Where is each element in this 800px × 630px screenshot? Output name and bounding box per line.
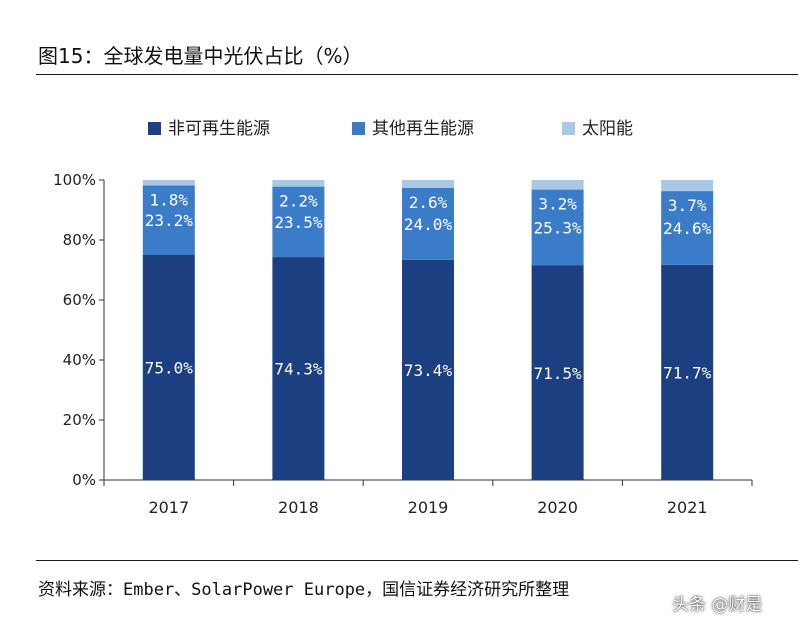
x-tick-label-2017: 2017 — [148, 498, 189, 517]
legend-swatch-2 — [562, 122, 575, 135]
y-tick-label: 0% — [72, 471, 96, 489]
data-label-2021-series-0: 71.7% — [663, 363, 712, 382]
data-label-2020-series-1: 25.3% — [534, 219, 583, 238]
y-tick-label: 20% — [63, 411, 96, 429]
bar-2018-series-0 — [272, 257, 325, 480]
figure-title: 图15：全球发电量中光伏占比（%） — [38, 44, 363, 68]
bar-2017-series-2 — [142, 180, 195, 186]
y-tick-label: 60% — [63, 291, 96, 309]
bar-2018-series-1 — [272, 186, 325, 258]
x-tick-label-2018: 2018 — [278, 498, 319, 517]
legend-label-0: 非可再生能源 — [168, 119, 270, 139]
axes: 0% 20% 40% 60% 80% 100% — [53, 171, 753, 489]
x-tick-label-2021: 2021 — [667, 498, 708, 517]
bar-2019-series-2 — [402, 180, 454, 188]
data-label-2019-series-0: 73.4% — [404, 361, 453, 380]
bar-2019-series-0 — [402, 259, 454, 480]
bar-2020-series-1 — [531, 189, 584, 266]
data-label-2019-series-2: 2.6% — [409, 193, 448, 212]
data-label-2020-series-0: 71.5% — [534, 364, 583, 383]
data-label-2018-series-0: 74.3% — [274, 360, 323, 379]
data-label-2021-series-1: 24.6% — [663, 219, 712, 238]
data-label-2017-series-1: 23.2% — [145, 211, 194, 230]
data-label-2021-series-2: 3.7% — [668, 196, 707, 215]
y-tick-label: 80% — [63, 231, 96, 249]
data-label-2018-series-2: 2.2% — [279, 192, 318, 211]
data-label-2017-series-0: 75.0% — [145, 359, 194, 378]
y-tick-label: 40% — [63, 351, 96, 369]
data-label-2017-series-2: 1.8% — [150, 190, 189, 209]
watermark: 头条 @财是 — [672, 595, 763, 615]
bar-2018-series-2 — [272, 180, 325, 187]
data-label-2020-series-2: 3.2% — [538, 195, 577, 214]
stacked-bar-chart: 非可再生能源 其他再生能源 太阳能 0% 20% 40% 60% 80% 100% 75.0%… — [53, 119, 753, 517]
top-rule — [36, 74, 798, 75]
bar-2020-series-0 — [531, 265, 584, 480]
legend-label-1: 其他再生能源 — [372, 119, 474, 139]
bar-2021-series-2 — [661, 180, 714, 192]
source-note: 资料来源：Ember、SolarPower Europe，国信证券经济研究所整理 — [38, 580, 570, 600]
data-label-2019-series-1: 24.0% — [404, 215, 453, 234]
legend: 非可再生能源 其他再生能源 太阳能 — [148, 119, 633, 139]
data-label-2018-series-1: 23.5% — [274, 213, 323, 232]
legend-swatch-1 — [352, 122, 365, 135]
bar-2019-series-1 — [402, 187, 454, 260]
x-tick-label-2020: 2020 — [537, 498, 578, 517]
x-tick-label-2019: 2019 — [408, 498, 449, 517]
bar-2021-series-0 — [661, 264, 714, 480]
bars: 75.0% 23.2% 1.8% 2017 74.3% 23.5% 2.2% 2018 73.4… — [142, 180, 714, 517]
legend-label-2: 太阳能 — [582, 119, 633, 139]
bar-2017-series-0 — [142, 255, 195, 480]
bar-2021-series-1 — [661, 191, 714, 265]
bar-2020-series-2 — [531, 180, 584, 190]
y-tick-label: 100% — [53, 171, 96, 189]
bar-2017-series-1 — [142, 185, 195, 255]
legend-swatch-0 — [148, 122, 161, 135]
bottom-rule — [36, 560, 798, 561]
